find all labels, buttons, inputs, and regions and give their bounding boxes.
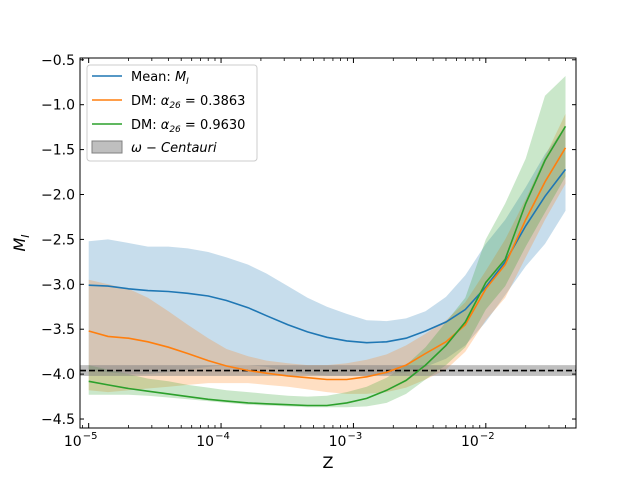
line-series-2 — [88, 147, 567, 381]
legend-box — [86, 64, 258, 162]
axis-ticks: −0.5 −1.0 −1.5 −2.0 −2.5 −3.0 −3.5 −4.0 −4.5 10−5… — [41, 53, 576, 450]
y-axis-label: MI — [10, 234, 32, 251]
legend-label-reference: ω − Centauri — [131, 141, 217, 156]
y-tick-label-3: −2.0 — [41, 188, 75, 204]
series-lines — [88, 125, 567, 407]
y-tick-label-6: −3.5 — [41, 322, 75, 338]
x-tick-label-3: 10−2 — [461, 431, 495, 450]
y-tick-label-2: −1.5 — [41, 143, 75, 159]
x-tick-exponent-2: −3 — [347, 431, 362, 442]
legend-label-2: DM: α26 = 0.3863 — [131, 94, 245, 111]
x-tick-exponent-3: −2 — [480, 431, 495, 442]
y-tick-label-0: −0.5 — [41, 53, 75, 69]
plot-frame — [79, 57, 577, 429]
x-tick-label-0: 10−5 — [64, 431, 98, 450]
reference-band — [80, 365, 576, 376]
y-tick-label-1: −1.0 — [41, 98, 75, 114]
x-axis-label: Z — [323, 453, 334, 472]
band-series-1 — [88, 126, 566, 376]
x-tick-label-1: 10−4 — [196, 431, 230, 450]
band-series-3 — [88, 76, 566, 408]
y-axis-label-subscript: I — [19, 234, 32, 237]
legend-label-1: Mean: MI — [131, 70, 189, 87]
x-tick-exponent-1: −4 — [215, 431, 230, 442]
legend-label-3: DM: α26 = 0.9630 — [131, 118, 245, 135]
band-series-2 — [88, 113, 566, 394]
y-tick-label-5: −3.0 — [41, 277, 75, 293]
line-series-1 — [88, 168, 567, 344]
x-tick-label-2: 10−3 — [329, 431, 363, 450]
confidence-bands — [88, 76, 566, 408]
y-tick-label-4: −2.5 — [41, 232, 75, 248]
legend-swatch-reference — [91, 140, 123, 154]
y-tick-label-8: −4.5 — [41, 412, 75, 428]
line-series-3 — [88, 125, 567, 407]
legend: Mean: MI DM: α26 = 0.3863 DM: α26 = 0.9630… — [86, 64, 258, 162]
x-tick-exponent-0: −5 — [83, 431, 98, 442]
y-tick-label-7: −4.0 — [41, 367, 75, 383]
